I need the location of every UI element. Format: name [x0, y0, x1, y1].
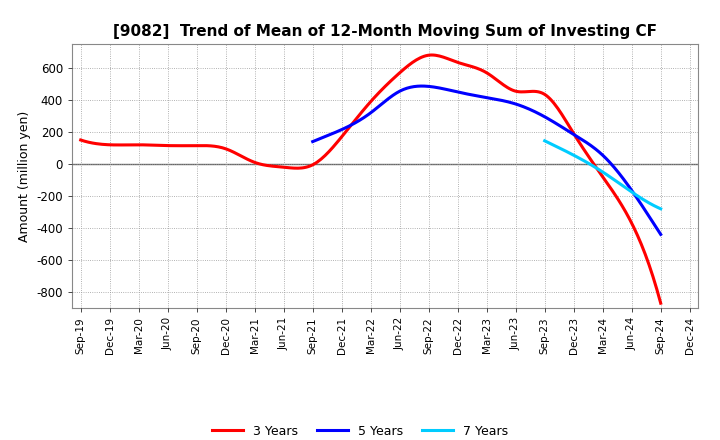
5 Years: [625, 184, 634, 190]
Title: [9082]  Trend of Mean of 12-Month Moving Sum of Investing CF: [9082] Trend of Mean of 12-Month Moving …: [113, 24, 657, 39]
3 Years: [78, 138, 87, 143]
3 Years: [604, 182, 613, 187]
5 Years: [516, 103, 524, 108]
5 Years: [603, 157, 611, 162]
7 Years: [609, 176, 618, 182]
7 Years: [611, 178, 620, 183]
Line: 5 Years: 5 Years: [312, 86, 661, 235]
7 Years: [638, 196, 647, 202]
7 Years: [541, 138, 549, 143]
5 Years: [308, 139, 317, 144]
Line: 7 Years: 7 Years: [545, 141, 661, 209]
7 Years: [657, 206, 665, 212]
3 Years: [433, 53, 442, 58]
7 Years: [541, 138, 549, 143]
3 Years: [420, 54, 428, 59]
Y-axis label: Amount (million yen): Amount (million yen): [18, 110, 31, 242]
5 Years: [657, 232, 665, 237]
5 Years: [310, 139, 318, 144]
3 Years: [428, 52, 436, 58]
Line: 3 Years: 3 Years: [81, 55, 661, 303]
7 Years: [646, 201, 654, 206]
Legend: 3 Years, 5 Years, 7 Years: 3 Years, 5 Years, 7 Years: [207, 420, 513, 440]
7 Years: [609, 177, 618, 182]
3 Years: [657, 301, 665, 306]
3 Years: [422, 53, 431, 59]
3 Years: [567, 127, 576, 132]
5 Years: [523, 106, 531, 111]
5 Years: [418, 84, 426, 89]
3 Years: [76, 137, 85, 143]
5 Years: [517, 103, 526, 108]
